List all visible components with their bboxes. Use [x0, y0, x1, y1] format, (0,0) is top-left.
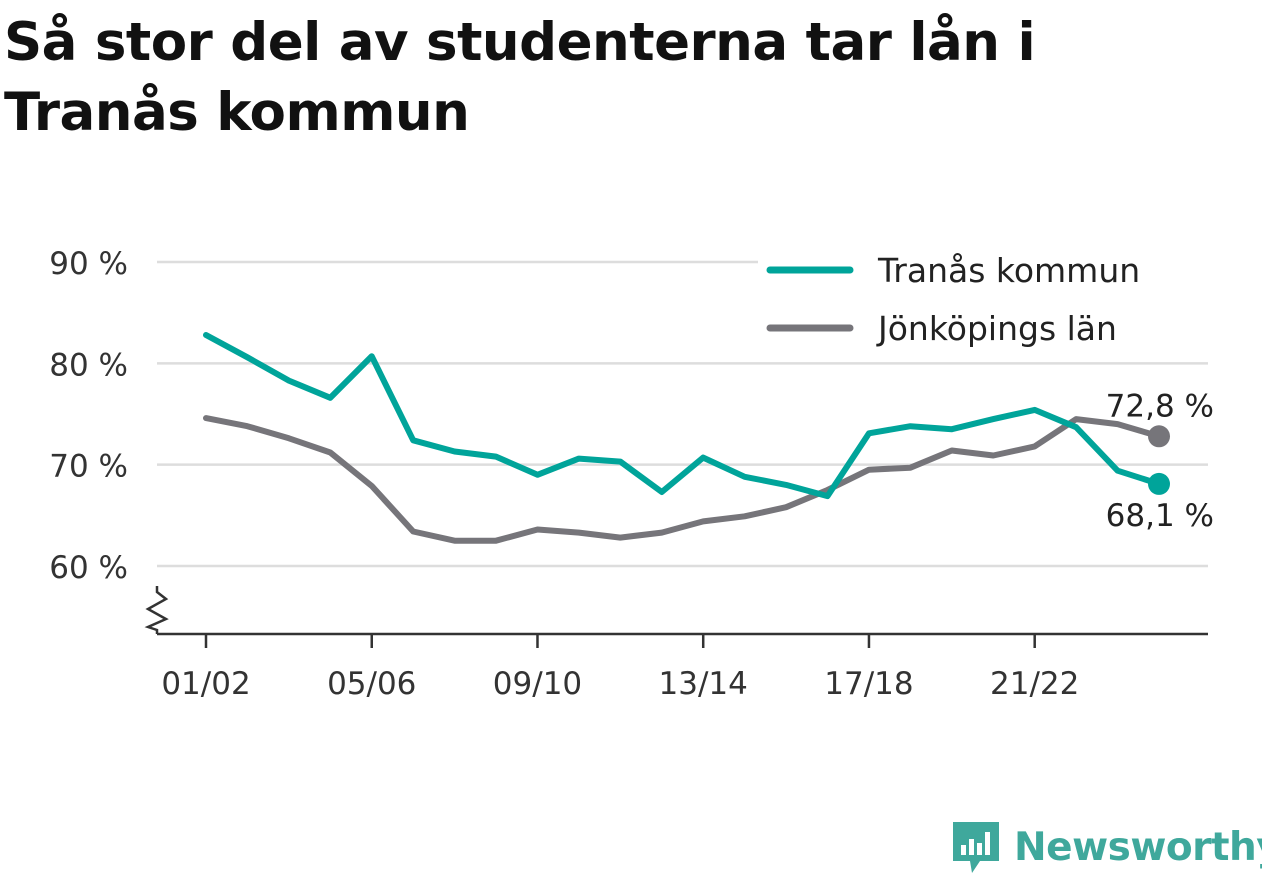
end-value-label: 72,8 % [1106, 388, 1214, 424]
end-point-marker [1148, 425, 1170, 448]
x-tick-label: 13/14 [659, 666, 748, 702]
chart-title: Så stor del av studenterna tar lån i Tra… [4, 12, 1036, 143]
newsworthy-brand: Newsworthy [950, 818, 1262, 876]
x-tick-label: 17/18 [824, 666, 913, 702]
legend-background [758, 240, 1208, 360]
x-tick-label: 09/10 [493, 666, 582, 702]
legend-label: Jönköpings län [876, 309, 1117, 348]
x-tick-label: 05/06 [327, 666, 416, 702]
axes: 90 % 80 % 70 % 60 % 01/02 05/06 09/10 13/14 17/1… [49, 246, 1208, 702]
legend: Tranås kommun Jönköpings län [758, 240, 1208, 360]
legend-label: Tranås kommun [877, 251, 1140, 290]
data-labels: 72,8 % 68,1 % [1106, 388, 1214, 534]
newsworthy-logo-icon [953, 822, 999, 873]
y-tick-label: 70 % [49, 449, 128, 485]
end-value-label: 68,1 % [1106, 498, 1214, 534]
y-tick-label: 60 % [49, 550, 128, 586]
brand-name: Newsworthy [1014, 824, 1262, 870]
x-tick-label: 21/22 [990, 666, 1079, 702]
axis-break-icon [144, 586, 169, 634]
y-tick-label: 80 % [49, 347, 128, 383]
series-line-jonkopings-lan [203, 415, 1162, 544]
series-line-tranas-kommun [203, 332, 1162, 500]
x-tick-label: 01/02 [161, 666, 250, 702]
y-tick-label: 90 % [49, 246, 128, 282]
series-lines [203, 332, 1170, 544]
end-point-marker [1148, 472, 1170, 495]
